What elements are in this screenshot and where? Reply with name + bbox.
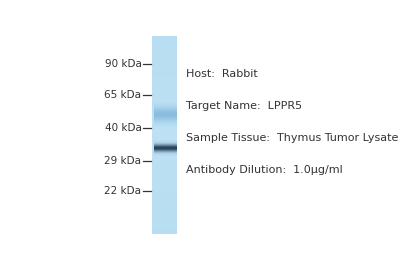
Text: 22 kDa: 22 kDa <box>104 186 142 196</box>
Text: Host:  Rabbit: Host: Rabbit <box>186 69 258 79</box>
Text: 65 kDa: 65 kDa <box>104 90 142 100</box>
Text: Target Name:  LPPR5: Target Name: LPPR5 <box>186 101 302 111</box>
Text: Antibody Dilution:  1.0μg/ml: Antibody Dilution: 1.0μg/ml <box>186 165 343 175</box>
Text: 29 kDa: 29 kDa <box>104 156 142 166</box>
Text: 40 kDa: 40 kDa <box>104 123 142 133</box>
Text: 90 kDa: 90 kDa <box>104 59 142 69</box>
Text: Sample Tissue:  Thymus Tumor Lysate: Sample Tissue: Thymus Tumor Lysate <box>186 133 399 143</box>
